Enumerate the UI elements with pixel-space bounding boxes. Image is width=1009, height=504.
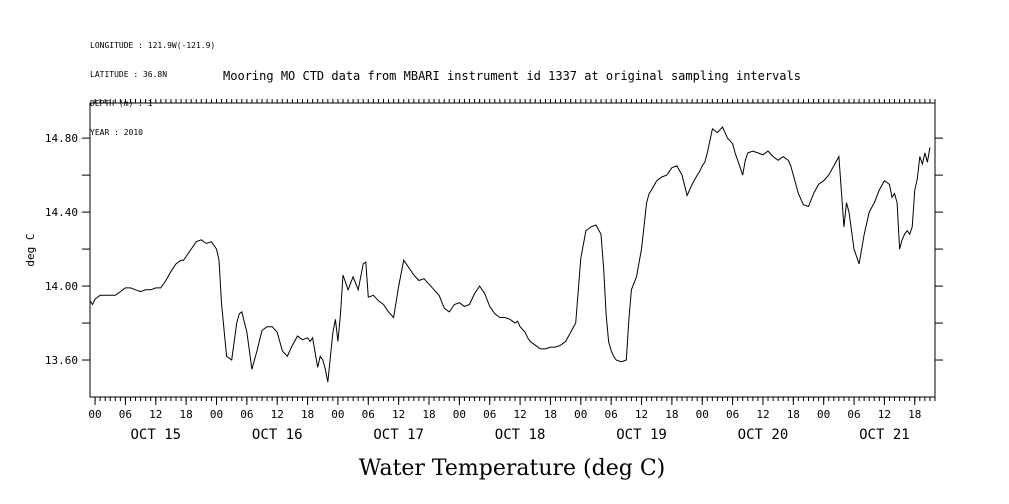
x-day-label: OCT 20 xyxy=(738,427,789,443)
x-tick-label: 12 xyxy=(271,408,284,421)
x-tick-label: 00 xyxy=(574,408,587,421)
x-tick-label: 12 xyxy=(878,408,891,421)
x-tick-label: 12 xyxy=(392,408,405,421)
x-tick-label: 06 xyxy=(847,408,860,421)
y-tick-label: 14.80 xyxy=(45,132,78,145)
longitude-text: LONGITUDE : 121.9W(-121.9) xyxy=(90,41,216,51)
x-axis-label: Water Temperature (deg C) xyxy=(359,456,666,481)
x-day-label: OCT 17 xyxy=(373,427,424,443)
x-tick-label: 18 xyxy=(180,408,193,421)
x-tick-label: 06 xyxy=(362,408,375,421)
year-text: YEAR : 2010 xyxy=(90,127,143,137)
x-tick-label: 06 xyxy=(240,408,253,421)
x-day-label: OCT 21 xyxy=(859,427,910,443)
series-line-water-temperature xyxy=(89,126,931,383)
y-tick-label: 14.00 xyxy=(45,280,78,293)
x-tick-label: 12 xyxy=(756,408,769,421)
x-axis-ticks: 00 06 12 18 00 06 12 18 00 06 12 18 00 06 12 18 00 06 12 18… xyxy=(88,397,921,443)
x-tick-label: 18 xyxy=(544,408,557,421)
minor-ticks xyxy=(94,99,936,401)
y-axis-label: deg C xyxy=(24,233,37,266)
x-day-label: OCT 19 xyxy=(616,427,667,443)
x-tick-label: 12 xyxy=(149,408,162,421)
x-tick-label: 06 xyxy=(119,408,132,421)
x-tick-label: 18 xyxy=(908,408,921,421)
x-tick-label: 00 xyxy=(331,408,344,421)
x-tick-label: 18 xyxy=(787,408,800,421)
plot-frame xyxy=(89,102,936,398)
x-tick-label: 12 xyxy=(635,408,648,421)
latitude-text: LATITUDE : 36.8N xyxy=(90,69,168,79)
x-tick-label: 06 xyxy=(605,408,618,421)
x-day-label: OCT 16 xyxy=(252,427,303,443)
x-day-label: OCT 18 xyxy=(495,427,546,443)
chart-title: Mooring MO CTD data from MBARI instrumen… xyxy=(223,69,801,83)
x-tick-label: 00 xyxy=(210,408,223,421)
y-tick-label: 14.40 xyxy=(45,206,78,219)
x-tick-label: 06 xyxy=(726,408,739,421)
x-tick-label: 12 xyxy=(513,408,526,421)
x-tick-label: 00 xyxy=(88,408,101,421)
x-tick-label: 18 xyxy=(301,408,314,421)
x-tick-label: 18 xyxy=(422,408,435,421)
y-axis-ticks: 13.60 14.00 14.40 14.80 xyxy=(45,132,943,367)
x-tick-label: 06 xyxy=(483,408,496,421)
x-day-label: OCT 15 xyxy=(130,427,181,443)
x-tick-label: 00 xyxy=(453,408,466,421)
x-tick-label: 00 xyxy=(817,408,830,421)
y-tick-label: 13.60 xyxy=(45,354,78,367)
x-tick-label: 18 xyxy=(665,408,678,421)
x-tick-label: 00 xyxy=(696,408,709,421)
